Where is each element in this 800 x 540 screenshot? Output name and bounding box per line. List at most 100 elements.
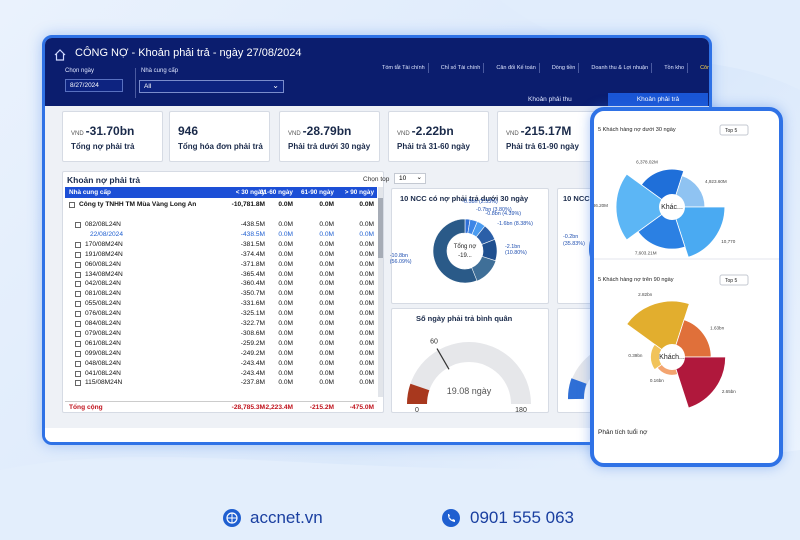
expand-icon[interactable] (75, 261, 81, 268)
kpi-unit: VND (288, 131, 301, 137)
donut-slice (432, 218, 478, 284)
cell-value: 0.0M (319, 329, 334, 337)
data-label: -2.1bn (10.80%) (504, 243, 527, 257)
expand-icon[interactable] (69, 202, 75, 208)
cell-value: -259.2M (240, 339, 265, 347)
kpi-label: Tổng hóa đơn phải trả (178, 142, 263, 151)
row-label: 22/08/2024 (90, 230, 124, 238)
cell-value: 0.0M (319, 270, 334, 278)
divider (135, 68, 136, 98)
kpi-unit: VND (506, 131, 519, 137)
expand-icon[interactable] (75, 251, 81, 258)
donut-chart: Tổng nợ -19... (432, 218, 498, 284)
nav-item[interactable]: Công nợ (700, 65, 712, 71)
top-picker[interactable] (719, 274, 749, 286)
nav-item[interactable]: Dòng tiền (548, 63, 580, 73)
kpi-number: -31.70bn (85, 124, 135, 138)
cell-value: 0.0M (319, 230, 334, 238)
nav-bar: Tóm tắt Tài chính Chỉ số Tài chính Cân đối… (379, 56, 712, 74)
cell-value: 0.0M (359, 339, 374, 347)
cell-value: 0.0M (278, 329, 293, 337)
nav-item[interactable]: Chỉ số Tài chính (437, 63, 485, 73)
cell-value: 0.0M (359, 369, 374, 377)
data-label: -1.6bn (8.38%) (497, 221, 533, 228)
cell-value: 0.0M (359, 250, 374, 258)
expand-icon[interactable] (75, 330, 81, 337)
expand-icon[interactable] (75, 311, 81, 318)
kpi-value: VND -28.79bn (288, 124, 351, 138)
gauge-target-label: 60 (430, 338, 438, 345)
cell-value: -243.4M (240, 369, 265, 377)
chart-title: 5 Khách hàng nợ dưới 30 ngày (598, 127, 676, 133)
kpi-number: 946 (178, 124, 199, 138)
website[interactable]: accnet.vn (250, 508, 323, 527)
expand-icon[interactable] (75, 370, 81, 377)
kpi-value: VND -31.70bn (71, 124, 134, 138)
cell-value: 0.0M (359, 310, 374, 318)
cell-value: -215.2M (309, 404, 334, 411)
top-picker[interactable]: 10 ⌄ (394, 173, 426, 184)
row-label: 060/08L24N (85, 260, 121, 268)
cell-value: 0.0M (319, 320, 334, 327)
tab[interactable]: Khoản phải thu (528, 96, 572, 103)
supplier-filter[interactable]: All ⌄ (139, 80, 284, 93)
cell-value: 0.0M (278, 310, 293, 318)
expand-icon[interactable] (75, 321, 81, 327)
nav-item[interactable]: Tồn kho (661, 63, 689, 73)
expand-icon[interactable] (75, 291, 81, 298)
cell-value: 0.0M (278, 339, 293, 347)
row-label: 055/08L24N (85, 300, 121, 308)
cell-value: -237.8M (240, 379, 265, 387)
expand-icon[interactable] (75, 241, 81, 248)
expand-icon[interactable] (75, 340, 81, 347)
cell-value: 0.0M (278, 260, 293, 268)
cell-value: 0.0M (278, 270, 293, 278)
picker-value: Top 5 (725, 128, 737, 134)
expand-icon[interactable] (75, 281, 81, 288)
expand-icon[interactable] (75, 271, 81, 278)
cell-value: 0.0M (359, 230, 374, 238)
expand-icon[interactable] (75, 301, 81, 308)
phone-charts: 5 Khách hàng nợ dưới 30 ngày Top 5 6,378.0… (594, 124, 779, 409)
column-header: > 90 ngày (344, 189, 374, 196)
tab-active[interactable]: Khoản phải trả (608, 93, 708, 106)
home-icon[interactable] (53, 48, 67, 62)
cell-value: -249.2M (240, 349, 265, 357)
row-label: 191/08M24N (85, 250, 123, 258)
table-title: Khoản nợ phải trả (67, 175, 141, 185)
expand-icon[interactable] (75, 350, 81, 357)
expand-icon[interactable] (75, 222, 81, 228)
data-label: 0.39bn (628, 353, 642, 358)
section-title: Phân tích tuổi nợ (598, 429, 648, 436)
table-header: Nhà cung cấp < 30 ngày 31-60 ngày 61-90 ngà… (65, 187, 377, 198)
cell-value: 0.0M (359, 221, 374, 228)
sunburst-center (659, 344, 685, 370)
expand-icon[interactable] (75, 360, 81, 367)
cell-value: 0.0M (278, 201, 293, 208)
cell-value: -365.4M (240, 270, 265, 278)
column-header: Nhà cung cấp (69, 189, 111, 196)
cell-value: 0.0M (319, 250, 334, 258)
nav-item[interactable]: Cân đối Kế toán (493, 63, 540, 73)
date-filter[interactable]: 8/27/2024 (65, 79, 123, 92)
kpi-label: Tổng nợ phải trả (71, 142, 135, 151)
top-picker[interactable] (719, 124, 749, 136)
nav-item[interactable]: Doanh thu & Lợi nhuận (588, 63, 653, 73)
nav-item[interactable]: Tóm tắt Tài chính (379, 63, 429, 73)
cell-value: 0.0M (278, 379, 293, 387)
cell-value: -28,785.3M (231, 404, 265, 411)
expand-icon[interactable] (75, 380, 81, 387)
phone-number[interactable]: 0901 555 063 (470, 508, 574, 527)
kpi-number: -2.22bn (411, 124, 454, 138)
data-label: -0.8bn (4.39%) (485, 210, 522, 217)
row-label: 134/08M24N (85, 270, 123, 278)
cell-value: 0.0M (319, 260, 334, 268)
data-label: -0.5bn (2.53%) (462, 199, 498, 206)
cell-value: 0.0M (278, 230, 293, 238)
scrollbar[interactable] (378, 187, 383, 397)
cell-value: 0.0M (359, 300, 374, 308)
gauge-value: 19.08 ngày (447, 386, 492, 396)
cell-value: 0.0M (319, 369, 334, 377)
chart-title: 10 NCC có nợ phải trả dưới 30 ngày (400, 194, 529, 203)
